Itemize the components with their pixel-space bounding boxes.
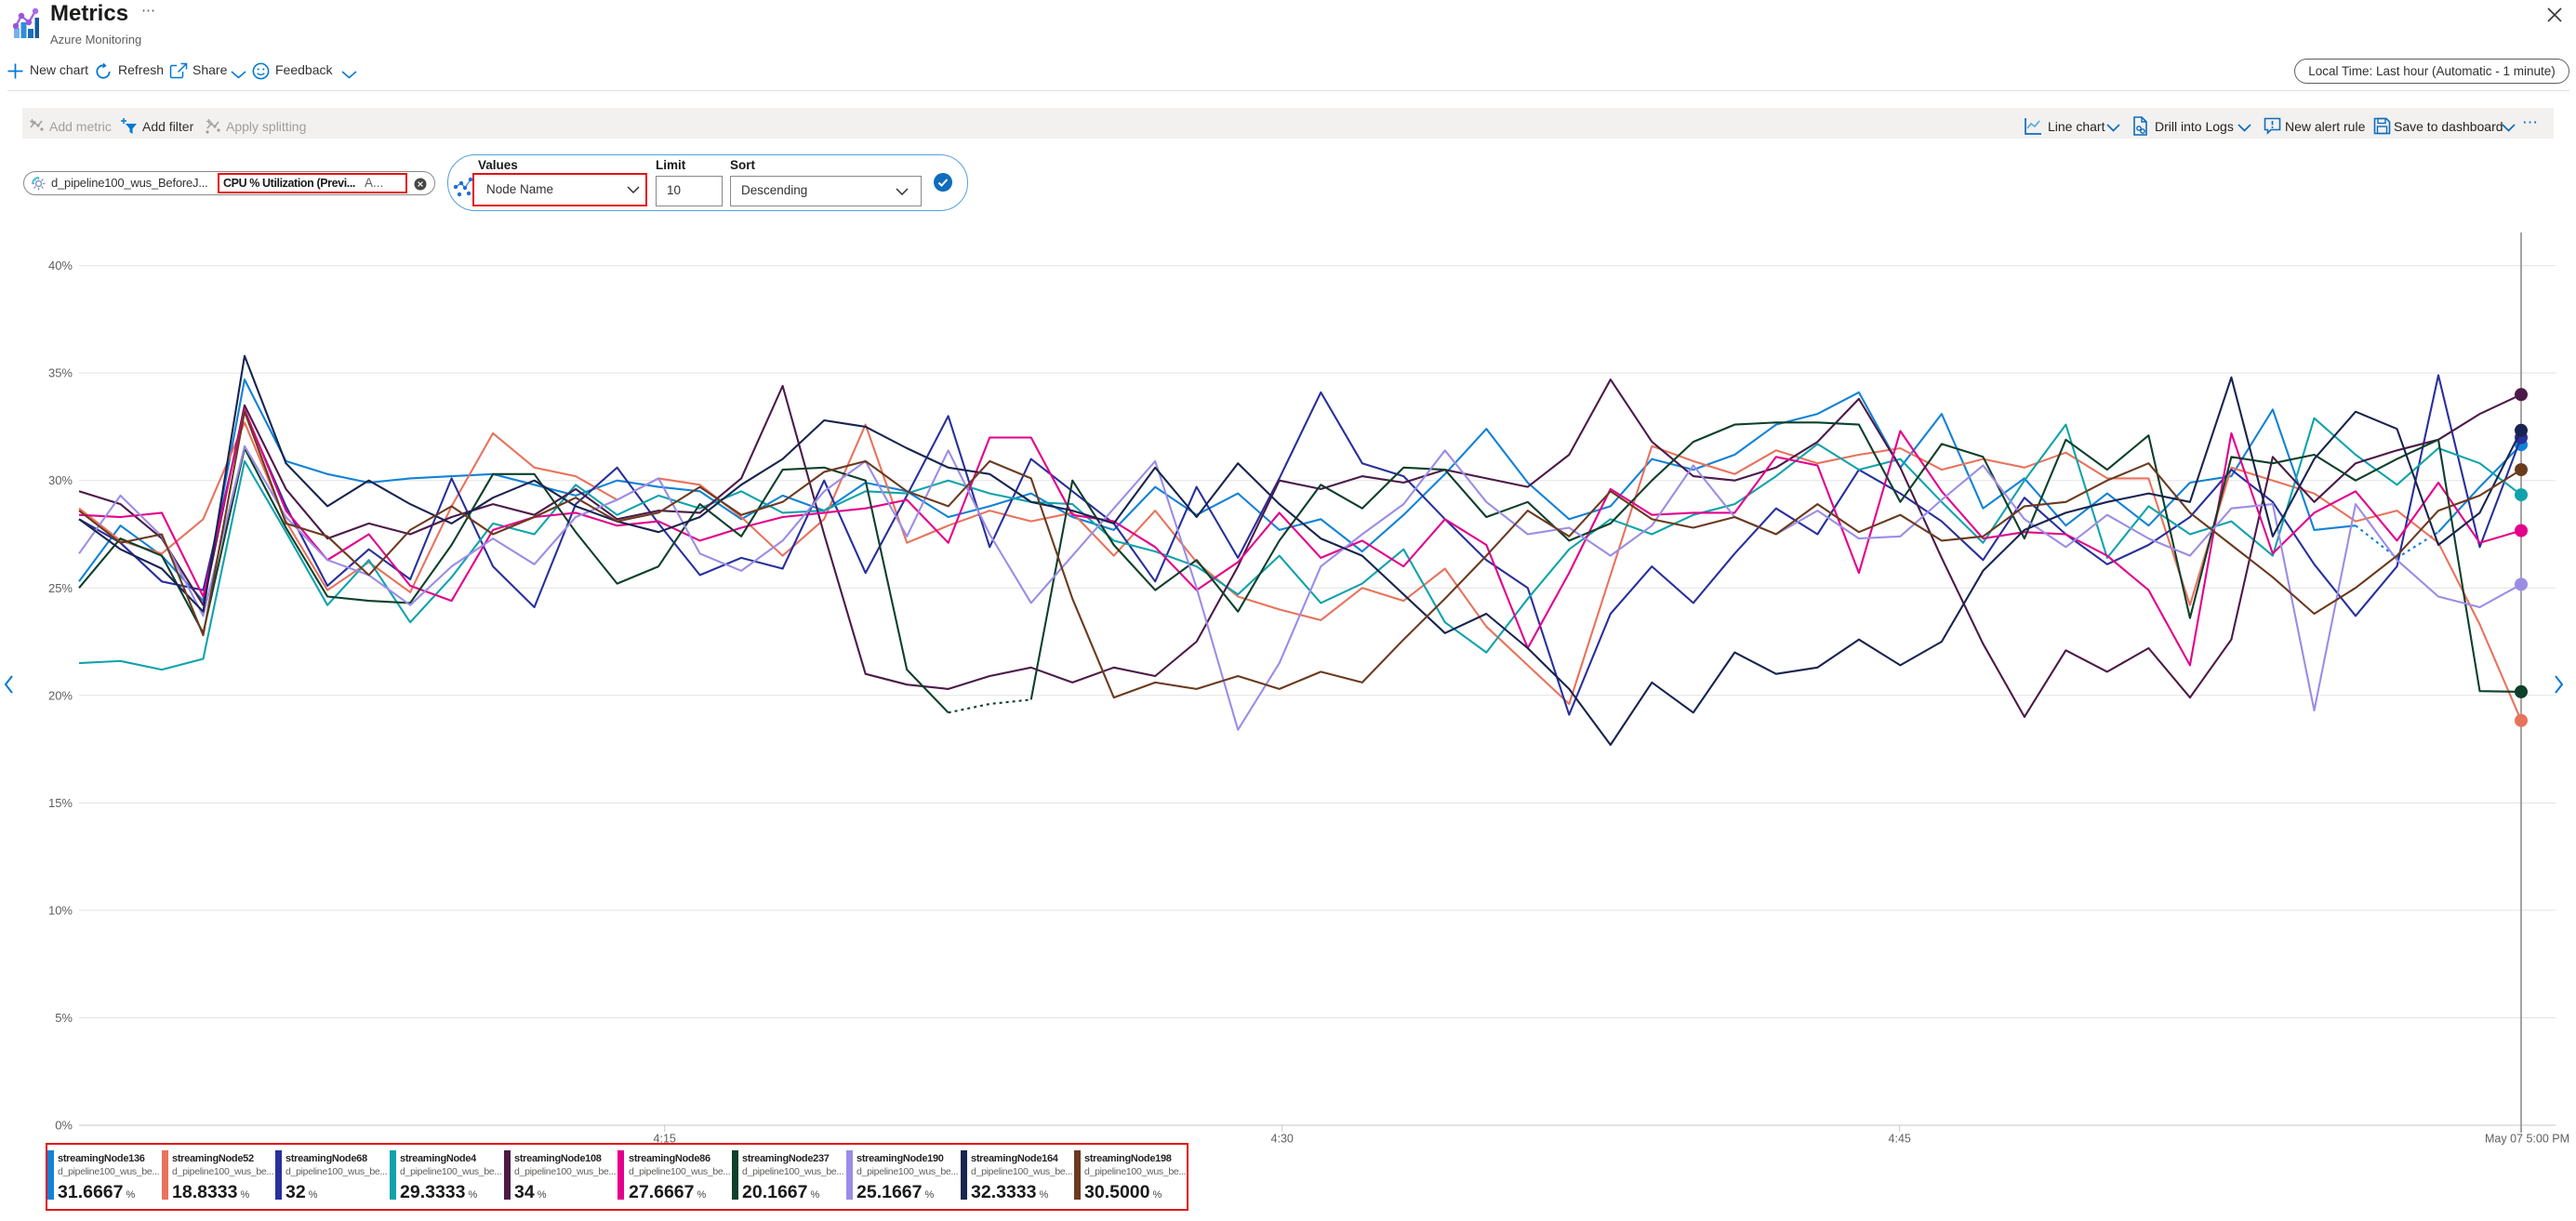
svg-text:35%: 35% — [48, 366, 73, 380]
svg-text:5%: 5% — [55, 1011, 73, 1025]
svg-text:10%: 10% — [48, 903, 73, 917]
svg-text:40%: 40% — [48, 259, 73, 272]
svg-text:0%: 0% — [55, 1119, 73, 1133]
svg-text:15%: 15% — [48, 796, 73, 810]
svg-text:30%: 30% — [48, 473, 73, 487]
svg-text:4:45: 4:45 — [1889, 1133, 1911, 1146]
svg-text:25%: 25% — [48, 581, 73, 595]
svg-text:May 07 5:00 PM: May 07 5:00 PM — [2485, 1133, 2569, 1146]
svg-text:4:30: 4:30 — [1271, 1133, 1294, 1146]
svg-text:20%: 20% — [48, 688, 73, 702]
svg-text:4:15: 4:15 — [654, 1133, 676, 1146]
